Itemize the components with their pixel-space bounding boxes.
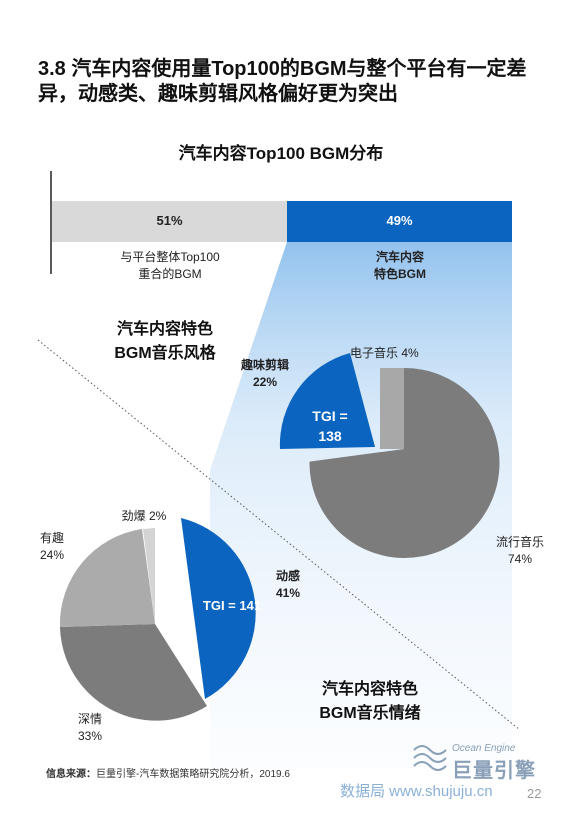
pie-slice-explosive bbox=[143, 528, 155, 624]
logo-english: Ocean Engine bbox=[452, 743, 516, 754]
style-pie bbox=[279, 353, 500, 558]
pie-slice-electronic bbox=[380, 368, 404, 449]
style-section-title: 汽车内容特色 BGM音乐风格 bbox=[114, 321, 216, 362]
bar-segment-overlap bbox=[52, 201, 287, 242]
watermark: 数据局 www.shujuju.cn bbox=[340, 783, 493, 800]
dotted-divider bbox=[37, 339, 521, 731]
page-title: 3.8 汽车内容使用量Top100的BGM与整个平台有一定差异，动感类、趣味剪辑… bbox=[38, 58, 527, 105]
bar-label-overlap: 51% bbox=[156, 213, 183, 228]
mood-label-fun-name: 有趣 bbox=[40, 531, 65, 545]
style-label-pop-name: 流行音乐 bbox=[495, 535, 544, 549]
mood-label-deep-pct: 33% bbox=[78, 729, 103, 743]
source-text: 巨量引擎-汽车数据策略研究院分析，2019.6 bbox=[96, 769, 290, 780]
style-label-pop-pct: 74% bbox=[507, 552, 533, 566]
mood-label-dynamic-pct: 41% bbox=[276, 586, 301, 600]
mood-label-explosive: 劲爆 2% bbox=[121, 509, 167, 523]
ocean-engine-logo-mark bbox=[413, 745, 447, 771]
mood-tgi-label: TGI = 141 bbox=[202, 598, 262, 613]
style-tgi-label: TGI = 138 bbox=[312, 408, 348, 444]
bar-label-distinct: 49% bbox=[386, 213, 413, 228]
bar-chart-title: 汽车内容Top100 BGM分布 bbox=[178, 144, 384, 163]
pie-slice-pop bbox=[309, 367, 500, 558]
source-note: 信息来源：巨量引擎-汽车数据策略研究院分析，2019.6 bbox=[46, 765, 290, 780]
bar-segment-distinct bbox=[287, 201, 512, 242]
bar-caption-overlap: 与平台整体Top100 重合的BGM bbox=[120, 250, 220, 281]
mood-section-title: 汽车内容特色 BGM音乐情绪 bbox=[319, 681, 421, 722]
style-label-electronic: 电子音乐 4% bbox=[350, 346, 419, 360]
pie-slice-deep bbox=[60, 624, 207, 721]
source-label: 信息来源： bbox=[46, 769, 96, 780]
page-number: 22 bbox=[527, 786, 542, 801]
bar-caption-distinct: 汽车内容 特色BGM bbox=[374, 250, 426, 281]
mood-label-deep-name: 深情 bbox=[78, 712, 103, 726]
mood-pie bbox=[59, 518, 256, 721]
mood-label-fun-pct: 24% bbox=[40, 548, 65, 562]
style-label-fun-pct: 22% bbox=[252, 375, 278, 389]
style-label-fun-name: 趣味剪辑 bbox=[240, 358, 289, 372]
mood-label-dynamic-name: 动感 bbox=[276, 569, 301, 583]
logo-chinese: 巨量引擎 bbox=[452, 760, 536, 782]
pie-slice-fun bbox=[279, 353, 375, 449]
pie-slice-fun bbox=[59, 529, 155, 627]
pie-slice-dynamic bbox=[181, 518, 256, 699]
